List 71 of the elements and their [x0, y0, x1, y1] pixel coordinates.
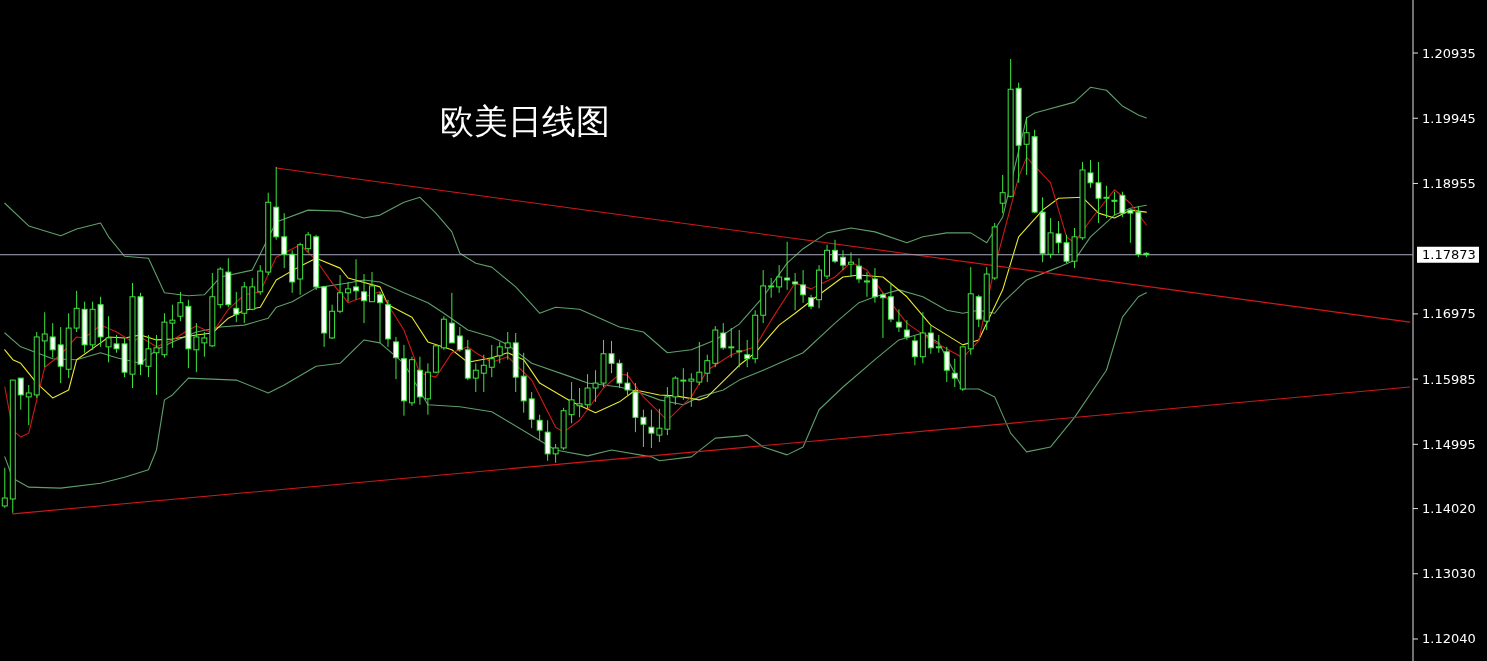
- candlestick: [504, 331, 511, 361]
- candlestick: [744, 339, 751, 368]
- y-tick-label: 1.20935: [1422, 45, 1476, 61]
- candlestick: [281, 212, 288, 269]
- candlestick: [856, 257, 862, 284]
- candlestick: [943, 346, 950, 383]
- candlestick: [49, 322, 56, 359]
- line-series: [4, 292, 1147, 489]
- candlestick: [25, 384, 32, 426]
- candlestick: [975, 294, 982, 328]
- candlestick: [337, 274, 344, 314]
- candlestick: [456, 326, 463, 353]
- candlestick: [496, 341, 503, 364]
- candlestick: [233, 291, 240, 323]
- candlestick: [800, 269, 807, 304]
- candlestick: [784, 241, 791, 291]
- candlestick: [369, 271, 375, 303]
- y-tick-label: 1.16975: [1422, 306, 1476, 322]
- candlestick: [720, 322, 727, 351]
- candlestick: [488, 344, 495, 378]
- y-tick-label: 1.14020: [1422, 501, 1476, 517]
- candlestick: [768, 277, 775, 299]
- text: 欧美日线图: [440, 101, 610, 141]
- candlestick: [895, 308, 902, 333]
- candlestick: [911, 335, 918, 366]
- candlestick: [680, 367, 687, 401]
- candlestick: [704, 354, 711, 383]
- line-series: [4, 156, 1147, 438]
- candlestick: [879, 292, 886, 339]
- candlestick: [999, 174, 1006, 214]
- candlestick: [903, 319, 910, 341]
- line-series: [4, 86, 1147, 354]
- candlestick: [927, 325, 934, 355]
- candlestick: [832, 239, 838, 264]
- candlestick: [392, 336, 399, 380]
- candlestick: [528, 391, 535, 429]
- candlestick: [377, 291, 383, 344]
- candlestick: [17, 377, 24, 411]
- candlestick: [57, 326, 64, 384]
- candlestick: [249, 277, 256, 311]
- candlestick: [919, 311, 926, 364]
- candlestick: [863, 271, 870, 298]
- candlestick: [776, 264, 783, 294]
- candlestick: [951, 358, 958, 388]
- candlestick: [305, 231, 312, 253]
- candlestick: [871, 267, 878, 304]
- candlestick: [688, 372, 695, 408]
- candlestick: [792, 272, 799, 311]
- candlestick: [480, 354, 487, 393]
- y-tick-label: 1.15985: [1422, 371, 1476, 387]
- candlestick: [536, 414, 543, 441]
- candlestick: [353, 258, 360, 301]
- y-tick-label: 1.19945: [1422, 110, 1476, 126]
- candlestick: [728, 327, 735, 359]
- candlestick: [345, 281, 352, 303]
- candlestick: [736, 329, 743, 368]
- candlestick: [848, 251, 854, 278]
- candlestick: [41, 311, 48, 368]
- ref-line-label: 1.17873: [1422, 247, 1476, 263]
- candlestick: [840, 249, 846, 271]
- y-tick-label: 1.12040: [1422, 631, 1476, 647]
- y-tick-label: 1.18955: [1422, 175, 1476, 191]
- candlestick: [696, 341, 703, 386]
- candlestick: [257, 264, 264, 296]
- candlestick: [361, 273, 367, 324]
- candlestick: [1, 467, 8, 509]
- candlestick: [887, 282, 894, 323]
- candlestick: [472, 362, 479, 393]
- y-tick-label: 1.13030: [1422, 566, 1476, 582]
- candlestick: [448, 292, 455, 344]
- y-tick-label: 1.14995: [1422, 436, 1476, 452]
